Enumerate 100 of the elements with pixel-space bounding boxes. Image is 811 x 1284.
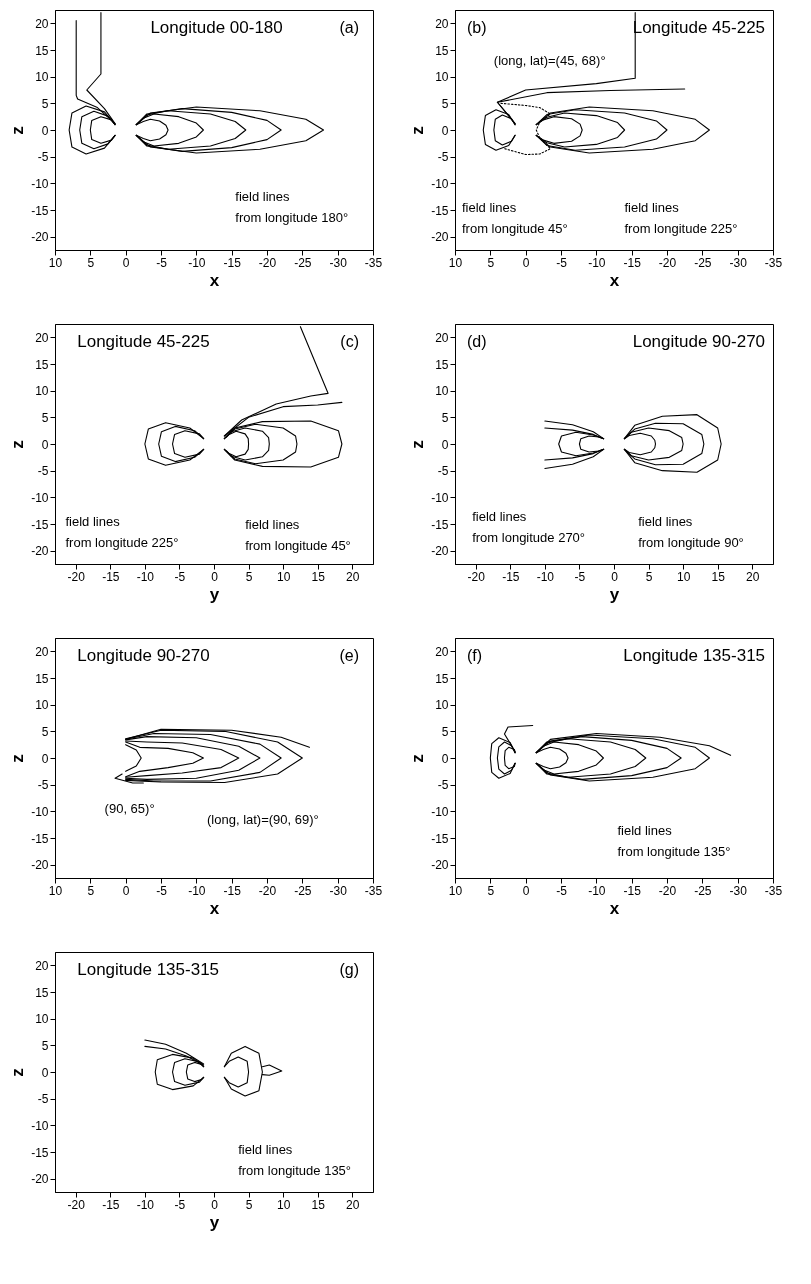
annotation: field lines from longitude 135° [617,822,731,859]
y-tick-label: 5 [441,410,449,425]
y-tick-label: 10 [35,1012,49,1027]
y-tick-label: -10 [31,804,49,819]
y-tick-label: -10 [31,1118,49,1133]
text: (d) [467,333,487,350]
x-tick-label: -25 [294,255,312,270]
y-tick-label: 15 [435,671,449,686]
x-tick-label: -10 [588,883,606,898]
x-tick-label: 0 [522,883,530,898]
y-tick-label: -5 [437,778,449,793]
annotation: field lines from longitude 45° [462,200,568,236]
x-tick-label: 5 [245,569,253,584]
x-tick-label: -15 [623,883,642,898]
y-tick-label: 0 [41,751,49,766]
y-tick-label: 15 [435,43,449,58]
y-tick-label: 0 [441,751,449,766]
y-tick-label: 10 [35,384,49,399]
x-tick-label: -5 [174,1197,186,1212]
y-tick-label: 15 [35,985,49,1000]
x-tick-label: 20 [746,569,760,584]
x-tick-label: -30 [729,255,748,270]
text: (g) [339,961,359,978]
x-tick-label: -25 [694,883,712,898]
y-tick-label: 10 [435,384,449,399]
x-axis-title: x [209,898,220,918]
annotation: (90, 65)° [104,801,155,817]
x-tick-label: -35 [364,255,383,270]
y-tick-label: -10 [431,804,449,819]
x-tick-label: -20 [67,569,86,584]
x-axis-title: x [609,898,620,918]
x-tick-label: 15 [311,1197,326,1212]
x-tick-label: -20 [658,883,677,898]
x-tick-label: 5 [487,883,495,898]
y-tick-label: 20 [435,16,449,31]
x-tick-label: -5 [156,255,168,270]
y-tick-label: 15 [35,671,49,686]
x-tick-label: -15 [223,255,242,270]
x-tick-label: -10 [136,1197,155,1212]
x-tick-label: -25 [294,883,312,898]
annotation: field lines from longitude 225° [624,200,738,236]
annotation: field lines from longitude 90° [638,514,744,550]
text: Longitude 45-225 [77,332,210,351]
x-tick-label: 0 [611,569,619,584]
y-tick-label: -20 [431,544,449,559]
annotation: field lines from longitude 270° [472,508,586,545]
y-tick-label: 5 [441,96,449,111]
y-tick-label: 10 [435,698,449,713]
y-tick-label: -5 [37,1092,49,1107]
y-axis-title: z [8,1068,28,1077]
y-tick-label: -20 [431,230,449,245]
x-tick-label: 15 [311,569,326,584]
y-tick-label: -20 [31,544,49,559]
x-tick-label: -20 [467,569,486,584]
y-tick-label: 20 [35,330,49,345]
x-tick-label: -25 [694,255,712,270]
y-tick-label: -15 [431,831,449,846]
x-tick-label: -5 [574,569,586,584]
text: (a) [339,19,359,36]
x-tick-label: 0 [122,255,130,270]
x-tick-label: 20 [346,569,360,584]
y-tick-label: -15 [31,203,49,218]
x-tick-label: -10 [536,569,555,584]
x-tick-label: -20 [258,883,277,898]
y-axis-title: z [8,754,28,763]
y-axis-title: z [408,754,428,763]
y-tick-label: 10 [435,70,449,85]
text: Longitude 135-315 [623,646,766,665]
y-tick-label: -15 [431,517,449,532]
y-tick-label: -15 [31,1145,49,1160]
x-axis-title: y [609,584,620,604]
x-tick-label: 5 [245,1197,253,1212]
text: Longitude 90-270 [632,332,766,351]
x-tick-label: 0 [522,255,530,270]
y-axis-title: z [408,440,428,449]
y-tick-label: -5 [37,150,49,165]
x-tick-label: -35 [764,883,783,898]
y-tick-label: 10 [35,698,49,713]
y-tick-label: -20 [31,1172,49,1187]
y-tick-label: 15 [435,357,449,372]
x-tick-label: -30 [329,255,348,270]
y-tick-label: 5 [41,724,49,739]
x-tick-label: -20 [658,255,677,270]
annotation: field lines from longitude 45° [245,516,351,553]
x-axis-title: x [209,270,220,290]
y-tick-label: 5 [441,724,449,739]
y-tick-label: 10 [35,70,49,85]
x-axis-title: x [609,270,620,290]
x-tick-label: -20 [258,255,277,270]
y-tick-label: -15 [31,517,49,532]
x-tick-label: 5 [87,883,95,898]
x-tick-label: -20 [67,1197,86,1212]
x-tick-label: 10 [676,569,691,584]
x-tick-label: -15 [502,569,520,584]
y-tick-label: -5 [37,464,49,479]
x-tick-label: -30 [729,883,748,898]
y-axis-title: z [8,440,28,449]
y-tick-label: -5 [37,778,49,793]
annotation: (long, lat)=(45, 68)° [493,53,606,69]
y-tick-label: -10 [31,490,49,505]
